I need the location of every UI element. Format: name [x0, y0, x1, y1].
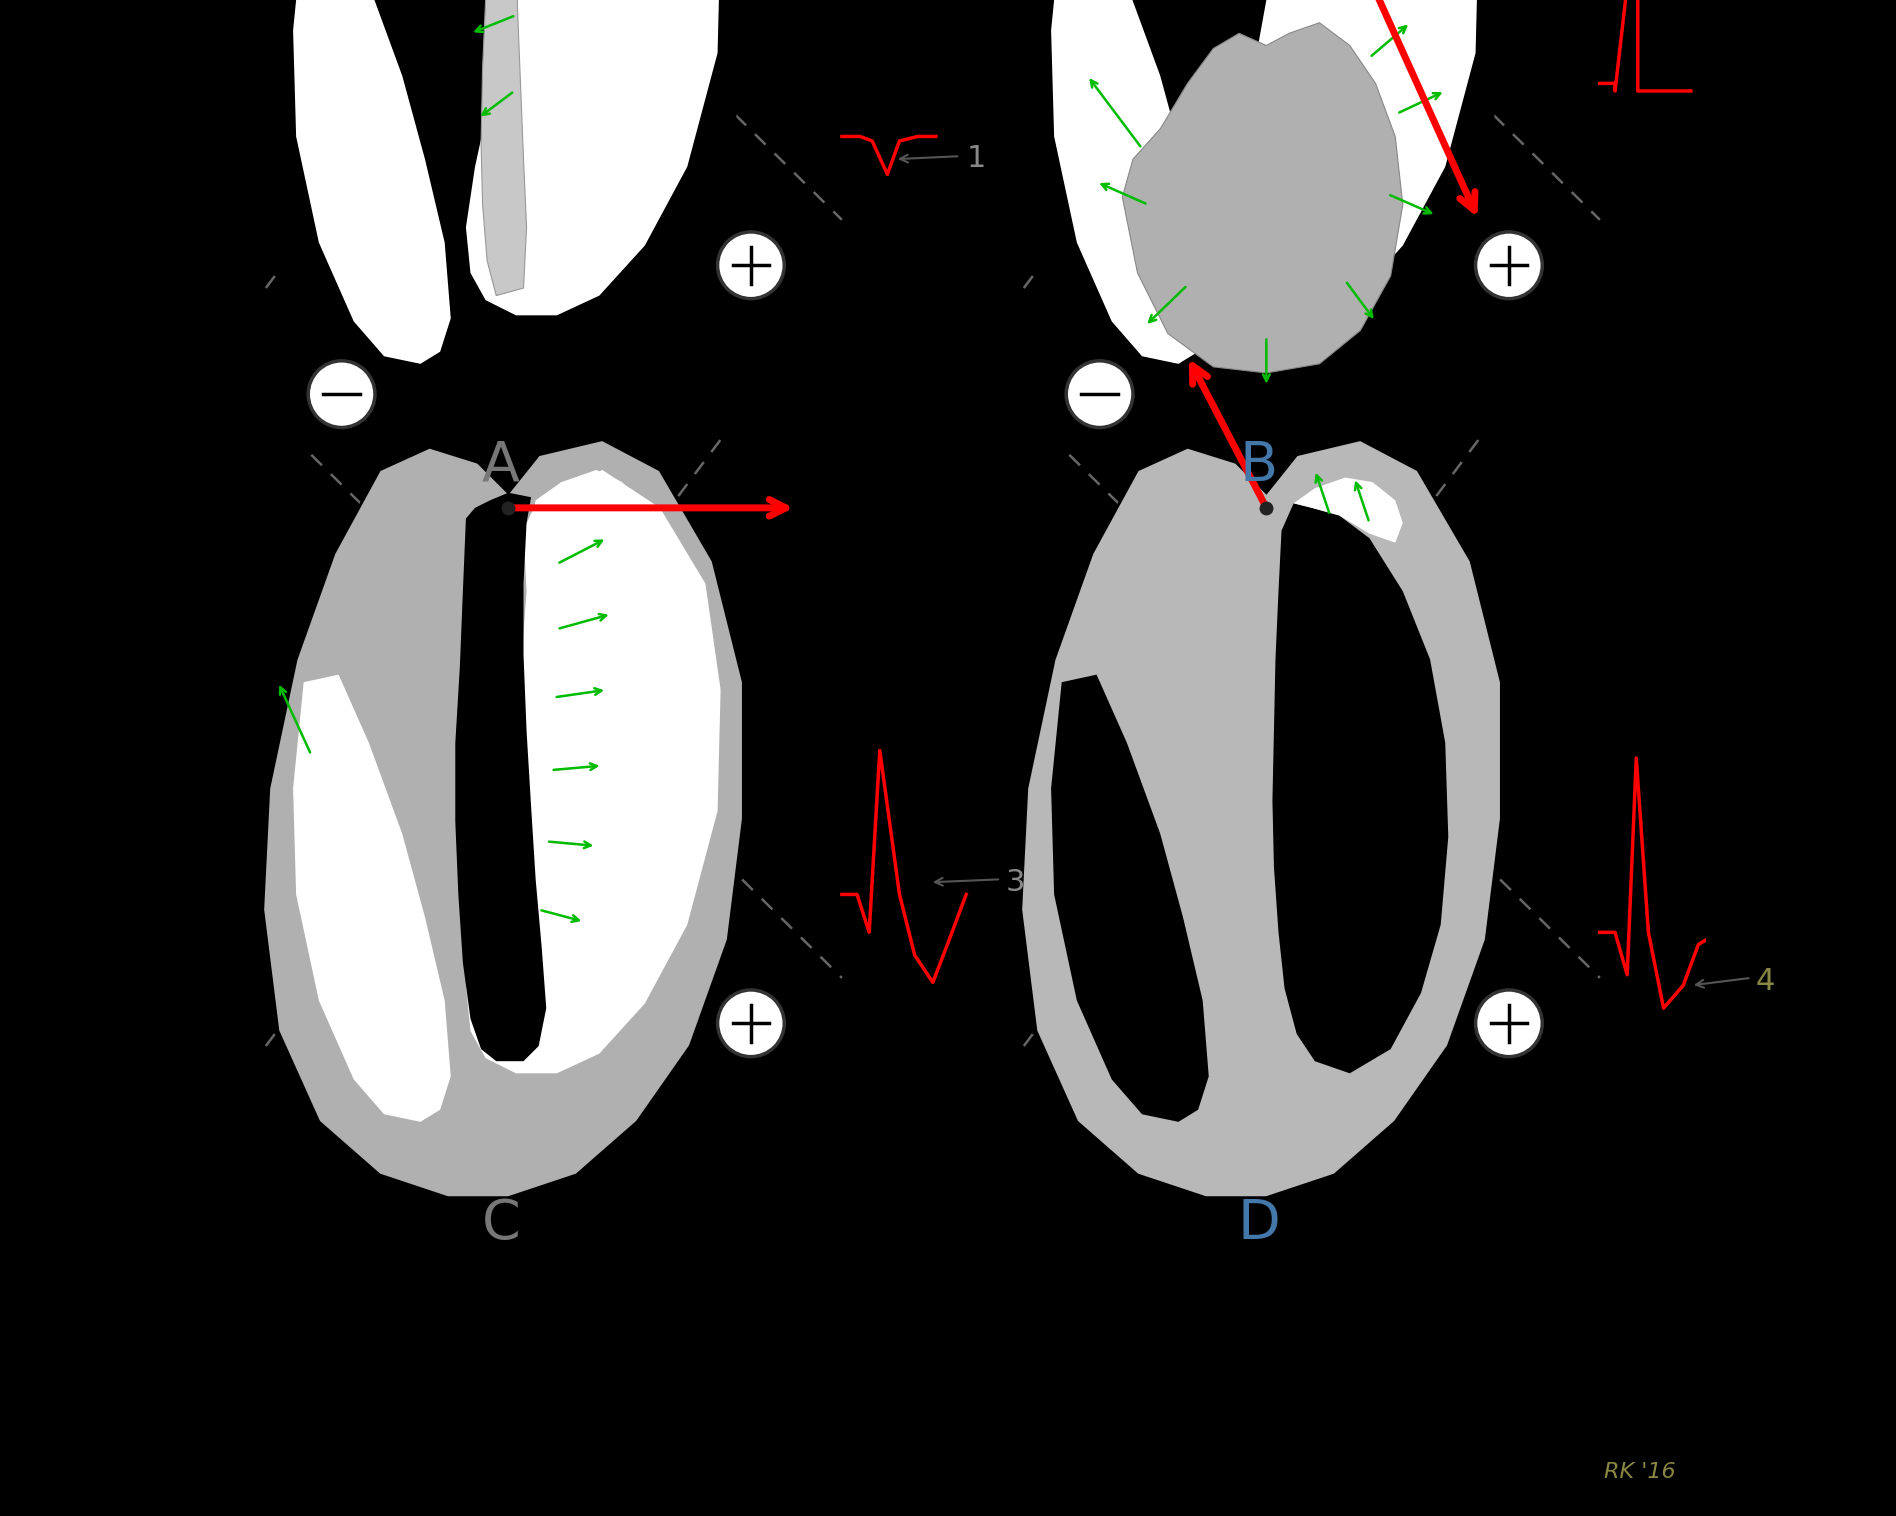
Text: D: D — [1238, 1196, 1280, 1251]
Polygon shape — [455, 493, 546, 1061]
Circle shape — [717, 990, 785, 1057]
Polygon shape — [1122, 23, 1403, 373]
Polygon shape — [264, 0, 743, 440]
Polygon shape — [466, 470, 720, 1073]
Circle shape — [309, 361, 375, 428]
Polygon shape — [264, 440, 743, 1198]
Circle shape — [1066, 361, 1134, 428]
Polygon shape — [482, 0, 527, 296]
Text: B: B — [1240, 438, 1278, 493]
Text: A: A — [482, 438, 520, 493]
Text: 3: 3 — [1005, 869, 1026, 897]
Text: C: C — [482, 1196, 520, 1251]
Polygon shape — [294, 675, 451, 1122]
Polygon shape — [1272, 503, 1449, 1073]
Text: 1: 1 — [967, 144, 986, 173]
Polygon shape — [466, 0, 720, 315]
Circle shape — [1475, 232, 1541, 299]
Polygon shape — [1050, 675, 1210, 1122]
Polygon shape — [1293, 478, 1403, 543]
Circle shape — [717, 232, 785, 299]
Text: 4: 4 — [1756, 967, 1775, 996]
Polygon shape — [1225, 0, 1479, 315]
Circle shape — [1475, 990, 1541, 1057]
Polygon shape — [294, 0, 451, 364]
Polygon shape — [1020, 0, 1502, 440]
Polygon shape — [1020, 440, 1502, 1198]
Polygon shape — [531, 470, 648, 576]
Polygon shape — [1050, 0, 1210, 364]
Text: RK '16: RK '16 — [1604, 1461, 1676, 1483]
